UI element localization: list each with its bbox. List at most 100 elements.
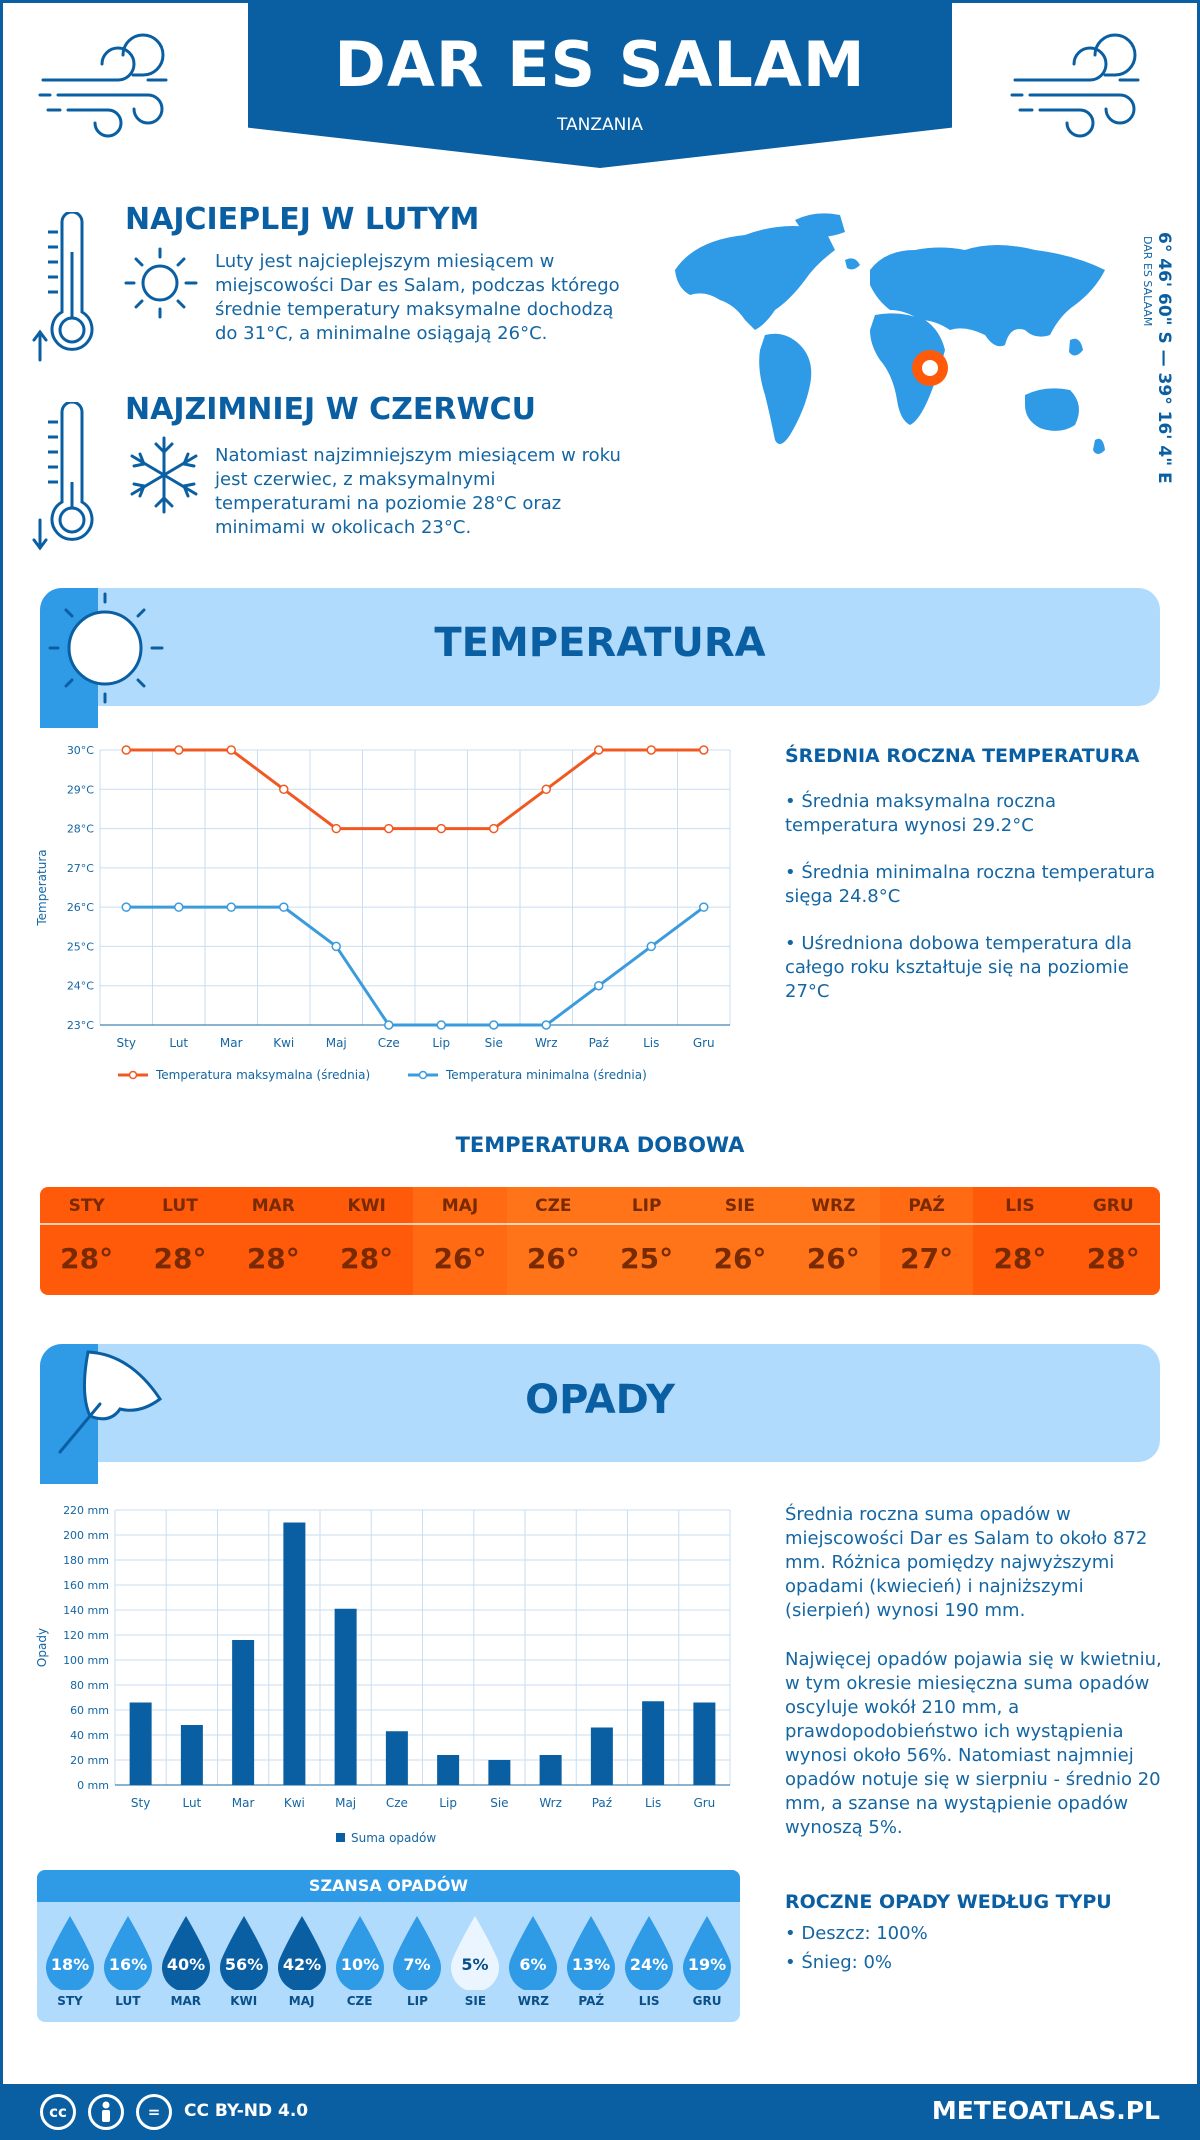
daily-temp-month: PAŹ — [879, 1187, 974, 1225]
raindrop-icon: 42% — [277, 1916, 326, 1990]
snowflake-icon — [130, 436, 198, 514]
raindrop-shape — [393, 1916, 442, 1990]
daily-temp-value: 26° — [806, 1242, 860, 1275]
y-tick-label: 24°C — [67, 980, 94, 993]
precip-chance-item: 13% PAŹ — [562, 1914, 620, 2008]
y-tick-label: 0 mm — [77, 1779, 109, 1792]
precip-chance-month: WRZ — [517, 1994, 549, 2008]
thermometer-down-icon — [32, 402, 94, 551]
location-marker — [912, 350, 948, 386]
world-map — [675, 213, 1105, 454]
precip-chance-value: 6% — [520, 1955, 547, 1974]
y-tick-label: 160 mm — [63, 1579, 109, 1592]
daily-temp-value: 28° — [60, 1242, 114, 1275]
x-tick-label: Gru — [693, 1036, 715, 1050]
footer: cc = CC BY-ND 4.0 METEOATLAS.PL — [0, 2084, 1200, 2140]
coordinates-text: 6° 46' 60" S — 39° 16' 4" E — [1154, 232, 1174, 484]
y-tick-label: 30°C — [67, 744, 94, 757]
x-tick-label: Cze — [386, 1796, 408, 1810]
precip-type-snow: • Śnieg: 0% — [785, 1952, 893, 1973]
bar — [590, 1727, 613, 1785]
series-line-1 — [126, 905, 705, 1027]
precip-chance-value: 40% — [167, 1955, 205, 1974]
precip-chance-month: KWI — [230, 1994, 258, 2008]
precip-title: OPADY — [525, 1377, 675, 1423]
temperature-title: TEMPERATURA — [434, 620, 766, 666]
daily-temp-month: MAJ — [413, 1187, 507, 1225]
bar — [129, 1702, 152, 1785]
precip-type-title: ROCZNE OPADY WEDŁUG TYPU — [785, 1891, 1112, 1913]
bar — [180, 1725, 203, 1785]
precip-type-rain: • Deszcz: 100% — [785, 1923, 928, 1944]
coordinates: 6° 46' 60" S — 39° 16' 4" E DAR ES SALAA… — [1141, 232, 1180, 484]
precip-chance-drops: 18% STY 16% LUT 40% MAR 56% KWI 42% MAJ 10% CZE 7% LI… — [37, 1902, 740, 2008]
daily-temp-cell: KWI 28° — [319, 1187, 414, 1295]
coldest-text: Natomiast najzimniejszym miesiącem w rok… — [215, 445, 621, 538]
daily-temp-value: 28° — [153, 1242, 207, 1275]
daily-temp-cell: SIE 26° — [693, 1187, 787, 1295]
daily-temp-month: LUT — [133, 1187, 227, 1225]
data-point — [331, 941, 341, 952]
precip-chance-month: GRU — [692, 1994, 722, 2008]
hottest-title: NAJCIEPLEJ W LUTYM — [125, 202, 480, 237]
wind-icon — [1010, 33, 1140, 138]
y-tick-label: 200 mm — [63, 1529, 109, 1542]
data-point — [384, 1020, 394, 1030]
data-point — [436, 823, 446, 834]
sun-icon — [48, 592, 164, 704]
precip-text-2: Najwięcej opadów pojawia się w kwietniu,… — [785, 1649, 1162, 1838]
daily-temp-month: LIS — [973, 1187, 1067, 1225]
wind-icon — [38, 33, 168, 138]
x-tick-label: Cze — [378, 1036, 400, 1050]
x-tick-label: Paź — [592, 1796, 612, 1810]
raindrop-icon: 7% — [393, 1916, 442, 1990]
annual-temp-bullet-2: • Średnia minimalna roczna temperatura s… — [785, 862, 1156, 907]
raindrop-shape — [219, 1916, 268, 1990]
data-point — [699, 902, 709, 912]
site-link[interactable]: METEOATLAS.PL — [931, 2096, 1160, 2125]
location-label: DAR ES SALAAM — [1141, 236, 1154, 327]
daily-temp-value: 26° — [526, 1242, 580, 1275]
precip-chance-value: 5% — [462, 1955, 489, 1974]
x-tick-label: Lip — [439, 1796, 457, 1810]
daily-temp-value: 26° — [433, 1242, 487, 1275]
precip-chance-month: MAJ — [288, 1994, 315, 2008]
daily-temp-cell: CZE 26° — [506, 1187, 600, 1295]
raindrop-shape — [277, 1916, 326, 1990]
raindrop-shape — [683, 1916, 732, 1990]
raindrop-icon: 56% — [219, 1916, 268, 1990]
precip-chance-month: STY — [57, 1994, 83, 2008]
data-point — [594, 980, 604, 991]
daily-temp-month: KWI — [319, 1187, 414, 1225]
raindrop-icon: 10% — [335, 1916, 384, 1990]
y-tick-label: 27°C — [67, 862, 94, 875]
x-tick-label: Wrz — [539, 1796, 562, 1810]
legend-label: Suma opadów — [351, 1831, 436, 1845]
x-tick-label: Mar — [220, 1036, 243, 1050]
by-person-icon — [88, 2094, 124, 2130]
city-title: DAR ES SALAM — [334, 28, 866, 101]
data-point — [121, 745, 131, 755]
precip-chance-month: LIS — [638, 1994, 660, 2008]
precip-chance-value: 42% — [282, 1955, 320, 1974]
y-tick-label: 25°C — [67, 940, 94, 953]
daily-temp-cell: MAR 28° — [226, 1187, 320, 1295]
coldest-title: NAJZIMNIEJ W CZERWCU — [125, 392, 536, 427]
precip-chance-item: 10% CZE — [331, 1914, 389, 2008]
precip-chance-month: CZE — [346, 1994, 373, 2008]
data-point — [331, 823, 341, 834]
raindrop-icon: 6% — [509, 1916, 558, 1990]
bar — [488, 1760, 511, 1785]
daily-temp-month: LIP — [599, 1187, 694, 1225]
precip-chance-item: 16% LUT — [99, 1914, 157, 2008]
thermometer-up-icon — [32, 212, 94, 362]
x-tick-label: Lis — [645, 1796, 661, 1810]
annual-temp-bullet-1: • Średnia maksymalna roczna temperatura … — [785, 791, 1056, 836]
y-tick-label: 28°C — [67, 823, 94, 836]
precip-chance-item: 7% LIP — [389, 1914, 447, 2008]
bar — [539, 1755, 562, 1785]
y-tick-label: 140 mm — [63, 1604, 109, 1617]
x-tick-label: Kwi — [273, 1036, 294, 1050]
data-point — [699, 745, 709, 755]
data-point — [226, 902, 236, 912]
